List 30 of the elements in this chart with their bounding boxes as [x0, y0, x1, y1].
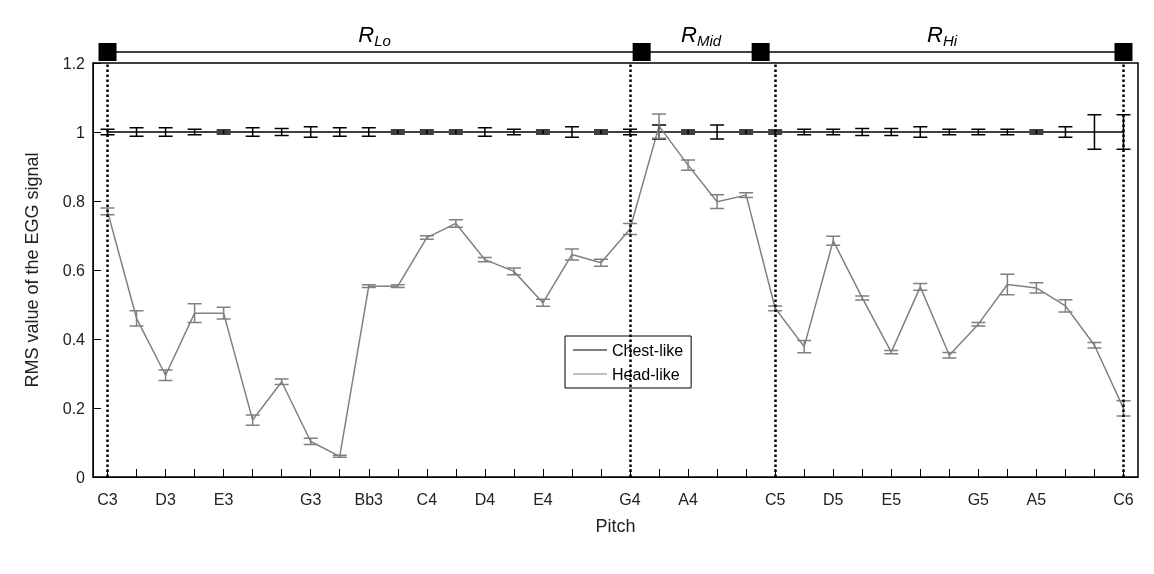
y-tick-label: 0.8 [62, 192, 86, 210]
x-tick-label: G5 [967, 490, 990, 508]
x-tick-label: C3 [97, 490, 118, 508]
x-tick-label: Bb3 [354, 490, 384, 508]
x-tick-label: G4 [619, 490, 641, 508]
x-tick-label: A5 [1026, 490, 1047, 508]
y-tick-label: 0.4 [62, 330, 86, 348]
y-tick-label: 0.2 [62, 399, 86, 417]
legend-label: Head-like [612, 365, 680, 383]
text: R$_{Lo}$ [358, 22, 391, 49]
x-axis-title: Pitch [595, 516, 636, 536]
legend-label: Chest-like [612, 341, 684, 359]
x-tick-label: E4 [533, 490, 553, 508]
y-axis-title: RMS value of the EGG signal [22, 152, 42, 388]
x-tick-label: G3 [300, 490, 322, 508]
x-tick-label: D3 [155, 490, 176, 508]
x-tick-label: A4 [678, 490, 698, 508]
text: R$_{Hi}$ [927, 22, 958, 49]
x-tick-label: D4 [474, 490, 496, 508]
x-tick-label: C6 [1113, 490, 1134, 508]
y-tick-label: 0.6 [62, 261, 86, 279]
x-tick-label: C4 [416, 490, 438, 508]
x-tick-label: E5 [881, 490, 902, 508]
x-tick-label: E3 [213, 490, 234, 508]
y-tick-label: 1.2 [62, 54, 86, 72]
x-tick-label: D5 [822, 490, 844, 508]
y-tick-label: 0 [76, 468, 86, 486]
y-tick-label: 1 [76, 123, 86, 141]
text: R$_{Mid}$ [681, 22, 722, 49]
x-tick-label: C5 [764, 490, 786, 508]
